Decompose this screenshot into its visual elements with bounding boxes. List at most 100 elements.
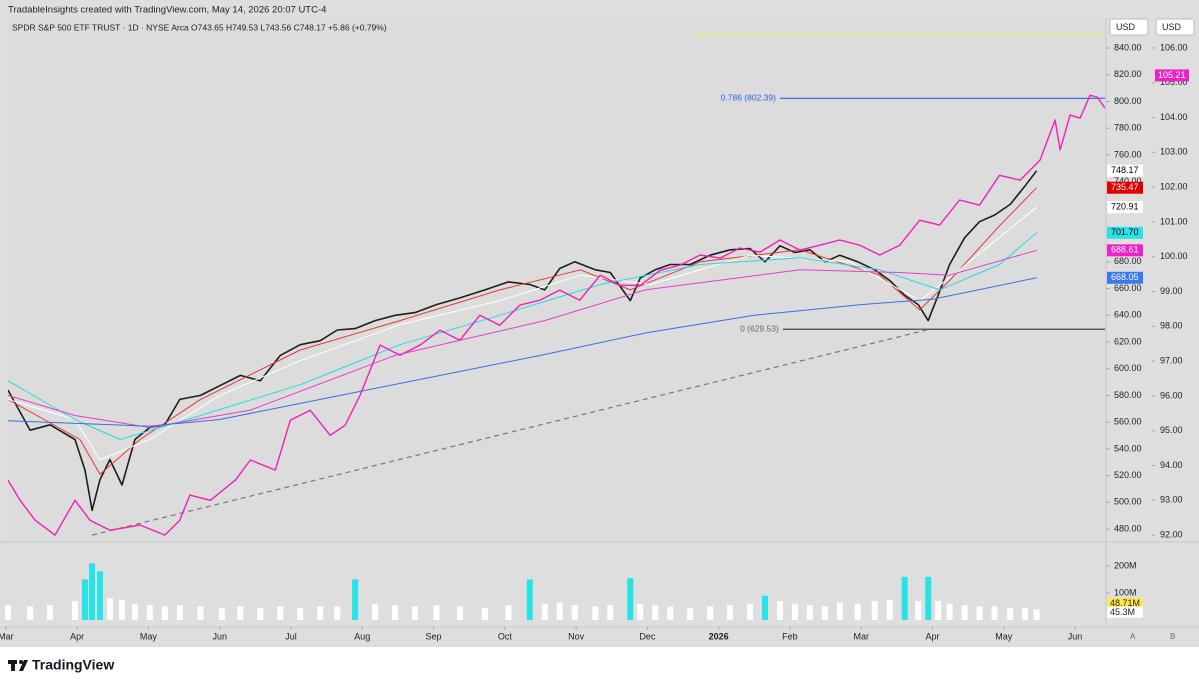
y-tick-label: 760.00 — [1114, 149, 1142, 159]
volume-bar — [854, 603, 861, 620]
y-tick-label: 660.00 — [1114, 283, 1142, 293]
y2-label-box — [1155, 69, 1189, 82]
x-tick-label: Feb — [782, 631, 798, 641]
y-tick-label: 580.00 — [1114, 390, 1142, 400]
x-tick-label: Aug — [354, 631, 370, 641]
volume-bar — [352, 579, 359, 620]
volume-bar — [627, 578, 634, 620]
x-tick-label: Nov — [568, 631, 585, 641]
y-tick-label: 560.00 — [1114, 417, 1142, 427]
pane-button[interactable]: B — [1170, 632, 1175, 641]
y-tick-label: 500.00 — [1114, 497, 1142, 507]
price-label-box — [1107, 226, 1143, 239]
volume-bar — [976, 606, 983, 620]
volume-bar — [96, 571, 103, 620]
volume-bar — [935, 601, 942, 620]
x-tick-label: Oct — [498, 631, 513, 641]
x-tick-label: Apr — [925, 631, 939, 641]
volume-bar — [637, 603, 644, 620]
series-line — [8, 206, 1037, 461]
volume-bar — [218, 607, 225, 620]
y-tick-label: 600.00 — [1114, 363, 1142, 373]
y-tick-label: 820.00 — [1114, 69, 1142, 79]
volume-bar — [592, 606, 599, 620]
chart-title: SPDR S&P 500 ETF TRUST · 1D · NYSE Arca … — [12, 22, 387, 32]
y2-tick-label: 94.00 — [1160, 460, 1183, 470]
pane-button[interactable]: A — [1130, 632, 1136, 641]
y2-tick-label: 95.00 — [1160, 425, 1183, 435]
x-tick-label: Jun — [212, 631, 227, 641]
x-tick-label: 2026 — [709, 631, 729, 641]
volume-bar — [277, 606, 284, 620]
y2-tick-label: 103.00 — [1160, 147, 1188, 157]
y2-tick-label: 105.00 — [1160, 77, 1188, 87]
series-line — [8, 94, 1105, 536]
volume-bar — [1007, 607, 1014, 620]
volume-bar — [372, 603, 379, 620]
volume-bar — [1022, 607, 1029, 620]
volume-bar — [176, 605, 183, 620]
price-label: 735.47 — [1111, 182, 1139, 192]
y2-tick-label: 93.00 — [1160, 495, 1183, 505]
x-tick-label: Mar — [0, 631, 14, 641]
series-line — [8, 187, 1037, 475]
volume-label-box — [1107, 597, 1143, 609]
brand-logo — [8, 660, 28, 671]
unit-box[interactable] — [1155, 18, 1195, 36]
volume-bar — [776, 601, 783, 620]
price-label-box — [1107, 244, 1143, 257]
price-label: 688.61 — [1111, 245, 1139, 255]
volume-bar — [433, 605, 440, 620]
volume-label: 45.3M — [1110, 607, 1135, 617]
volume-bar — [667, 606, 674, 620]
y-tick-label: 680.00 — [1114, 256, 1142, 266]
volume-bar — [821, 606, 828, 620]
x-tick-label: Sep — [426, 631, 442, 641]
x-tick-label: Jun — [1068, 631, 1083, 641]
volume-bar — [131, 603, 138, 620]
y-tick-label: 640.00 — [1114, 310, 1142, 320]
y2-label: 105.21 — [1158, 70, 1186, 80]
volume-bar — [901, 576, 908, 620]
unit-box[interactable] — [1109, 18, 1149, 36]
y-tick-label: 780.00 — [1114, 123, 1142, 133]
volume-bar — [707, 606, 714, 620]
price-label-box — [1107, 164, 1143, 177]
volume-bar — [961, 605, 968, 620]
volume-bar — [526, 579, 533, 620]
series-line — [8, 249, 1037, 428]
volume-bar — [237, 606, 244, 620]
volume-bar — [836, 602, 843, 620]
volume-bar — [89, 563, 96, 620]
y-tick-label: 840.00 — [1114, 42, 1142, 52]
volume-bar — [317, 606, 324, 620]
volume-bar — [334, 606, 341, 620]
y-tick-label: 520.00 — [1114, 470, 1142, 480]
x-tick-label: Apr — [70, 631, 84, 641]
volume-label: 48.71M — [1110, 598, 1140, 608]
volume-bar — [197, 606, 204, 620]
volume-bar — [871, 601, 878, 620]
volume-bar — [106, 598, 113, 620]
volume-bar — [47, 605, 54, 620]
volume-bar — [297, 607, 304, 620]
y-tick-label: 480.00 — [1114, 523, 1142, 533]
volume-bar — [1033, 609, 1040, 620]
x-tick-label: Mar — [853, 631, 869, 641]
volume-bar — [72, 601, 79, 620]
volume-bar — [392, 605, 399, 620]
y-tick-label: 620.00 — [1114, 336, 1142, 346]
volume-bar — [456, 606, 463, 620]
price-label: 701.70 — [1111, 227, 1139, 237]
plot-layer — [8, 34, 1105, 536]
axis-unit: USD — [1162, 22, 1182, 32]
attribution: TradableInsights created with TradingVie… — [8, 5, 326, 16]
volume-bar — [81, 579, 88, 620]
price-label: 668.05 — [1111, 272, 1139, 282]
volume-bar — [556, 602, 563, 620]
y2-tick-label: 99.00 — [1160, 286, 1183, 296]
y2-tick-label: 100.00 — [1160, 251, 1188, 261]
volume-bar — [925, 576, 932, 620]
x-tick-label: Dec — [639, 631, 656, 641]
brand: TradingView — [32, 657, 114, 673]
